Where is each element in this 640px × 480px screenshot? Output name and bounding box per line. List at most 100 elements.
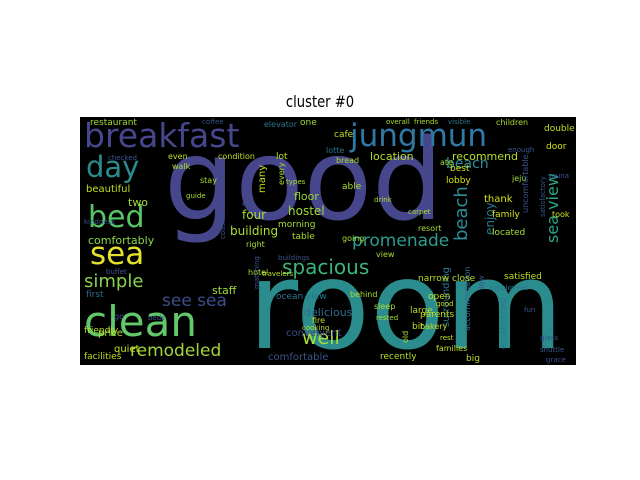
word-large: large — [410, 306, 433, 316]
word-travelers: travelers — [262, 270, 294, 278]
word-buffet: buffet — [106, 268, 127, 276]
word-big: big — [466, 354, 480, 364]
word-rested: rested — [376, 314, 399, 322]
word-fire: fire — [312, 316, 326, 325]
word-delicious: delicious — [304, 306, 353, 319]
word-enough: enough — [508, 146, 535, 154]
word-lobby: lobby — [446, 176, 471, 186]
word-good-small: good — [436, 300, 454, 308]
word-first: first — [86, 290, 104, 300]
word-children: children — [496, 118, 529, 127]
word-bed: bed — [88, 200, 145, 235]
word-drink: drink — [374, 196, 392, 204]
word-established: established — [499, 297, 509, 349]
word-view: view — [376, 250, 395, 259]
word-lotte: lotte — [326, 146, 345, 155]
word-kindness: kindness — [84, 218, 115, 226]
word-narrow: narrow — [418, 274, 450, 284]
word-recently: recently — [380, 352, 417, 362]
word-floor: floor — [294, 190, 319, 203]
word-visible: visible — [448, 118, 471, 126]
word-comfortable: comfortable — [268, 352, 329, 363]
word-go: go — [114, 312, 124, 321]
word-hostel: hostel — [288, 204, 325, 218]
word-morning: morning — [278, 220, 316, 230]
word-going: going — [342, 234, 365, 243]
word-able: able — [342, 182, 362, 192]
word-satisfactory: satisfactory — [539, 176, 547, 217]
word-well: well — [302, 327, 340, 349]
word-took: took — [552, 210, 570, 219]
word-grace: grace — [546, 356, 566, 364]
word-lot: lot — [276, 152, 288, 162]
word-convenient: convenient — [286, 328, 342, 339]
word-door: door — [546, 142, 567, 152]
word-satisfied: satisfied — [504, 272, 542, 282]
word-double: double — [544, 124, 575, 134]
word-types: types — [286, 178, 306, 186]
word-ocean-view: ocean view — [276, 292, 327, 302]
chart-title: cluster #0 — [285, 92, 355, 111]
word-cloud: good room breakfast jungmun clean sea be… — [80, 117, 576, 365]
word-glass: glass — [540, 334, 558, 342]
word-thank: thank — [484, 194, 513, 205]
word-cooking: cooking — [302, 324, 330, 332]
word-friendly: friendly — [84, 326, 119, 336]
word-located: located — [492, 228, 526, 238]
word-uncomfortable: uncomfortable — [521, 154, 530, 214]
word-cafe: cafe — [334, 130, 354, 140]
word-sea: sea — [90, 236, 145, 272]
word-one: one — [300, 118, 317, 128]
word-guide: guide — [186, 192, 206, 200]
word-shuttle: shuttle — [540, 346, 565, 354]
word-every: every — [277, 162, 286, 185]
word-jungmun: jungmun — [350, 118, 488, 154]
word-rest: rest — [440, 334, 454, 342]
word-price: price — [98, 328, 123, 339]
word-ate: ate — [440, 158, 453, 167]
word-facilities: facilities — [84, 352, 122, 362]
word-even: even — [168, 152, 188, 161]
word-comfortably: comfortably — [88, 234, 155, 247]
word-walk: walk — [172, 162, 191, 171]
word-close: close — [452, 274, 476, 284]
word-staff: staff — [212, 284, 237, 297]
word-sauna: sauna — [548, 172, 570, 180]
word-jeju: jeju — [512, 174, 527, 183]
word-good: good — [164, 117, 444, 246]
word-see-sea: see sea — [162, 291, 227, 311]
word-table: table — [292, 232, 315, 242]
word-parents: parents — [420, 310, 455, 320]
word-quiet: quiet — [114, 344, 140, 355]
word-matching: matching — [253, 256, 261, 289]
word-sea-view: sea view — [543, 173, 562, 243]
word-best: best — [450, 164, 470, 174]
word-building: building — [230, 224, 279, 238]
word-hotel: hotel — [248, 268, 269, 277]
word-promenade: promenade — [352, 231, 450, 251]
word-beautiful: beautiful — [86, 184, 131, 195]
word-spacious: spacious — [282, 255, 370, 279]
word-many: many — [257, 164, 268, 193]
word-resort: resort — [418, 224, 442, 233]
word-clean: clean — [84, 297, 197, 346]
word-remodeled: remodeled — [130, 341, 222, 361]
word-open: open — [428, 292, 451, 302]
word-location: location — [370, 150, 414, 163]
word-families: families — [436, 344, 468, 353]
word-four: four — [242, 208, 267, 222]
word-day: day — [86, 150, 140, 184]
word-breakfast: breakfast — [84, 117, 240, 155]
word-overall: overall — [386, 118, 410, 126]
word-beach-vertical: beach — [451, 186, 472, 241]
word-friends: friends — [414, 118, 439, 126]
word-bakery: bakery — [420, 322, 448, 331]
word-bit: bit — [412, 322, 424, 332]
word-elevator: elevator — [264, 120, 298, 129]
word-recommend: recommend — [452, 150, 518, 163]
word-restaurant: restaurant — [90, 118, 137, 128]
word-fun: fun — [524, 306, 536, 314]
word-simple: simple — [84, 271, 144, 292]
word-beds: beds — [148, 314, 165, 322]
word-low: low — [477, 275, 486, 289]
